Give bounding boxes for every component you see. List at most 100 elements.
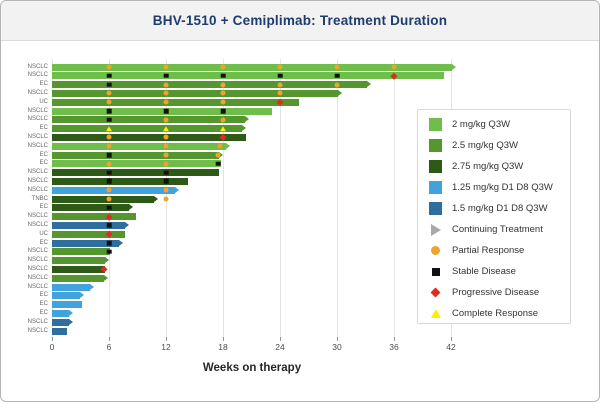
treatment-bar <box>52 283 91 291</box>
legend-dose-swatch <box>428 181 443 194</box>
treatment-bar <box>52 107 273 115</box>
treatment-bar <box>52 81 367 89</box>
partial-response-marker <box>163 161 169 167</box>
row-label: NSCLC <box>27 169 48 176</box>
treatment-bar <box>52 265 106 273</box>
partial-response-marker <box>220 64 226 70</box>
x-tick-mark <box>394 337 395 341</box>
treatment-bar <box>52 309 70 317</box>
partial-response-marker <box>106 90 112 96</box>
row-label: NSCLC <box>27 89 48 96</box>
x-tick-label: 6 <box>106 342 112 352</box>
partial-response-marker <box>106 64 112 70</box>
legend-item-dose: 1.25 mg/kg D1 D8 Q3W <box>428 177 570 198</box>
treatment-bar <box>52 204 130 212</box>
treatment-bar <box>52 195 154 203</box>
legend-item-marker: Partial Response <box>428 240 570 261</box>
stable-disease-marker <box>106 82 112 87</box>
partial-response-marker-icon <box>431 246 440 255</box>
treatment-bar <box>52 72 445 80</box>
continuing-arrow <box>174 186 179 193</box>
continuing-arrow <box>69 309 74 316</box>
x-tick-label: 24 <box>275 342 285 352</box>
stable-disease-marker <box>106 73 112 79</box>
legend-item-marker: Progressive Disease <box>428 282 570 303</box>
legend-item-dose: 2.75 mg/kg Q3W <box>428 156 570 177</box>
continuing-arrow <box>118 239 123 246</box>
partial-response-marker <box>277 82 283 88</box>
treatment-bar <box>52 292 80 300</box>
chart-header: BHV-1510 + Cemiplimab: Treatment Duratio… <box>1 1 599 41</box>
partial-response-marker <box>163 143 169 149</box>
treatment-bar <box>52 133 246 141</box>
partial-response-marker <box>163 64 169 70</box>
x-axis-title: Weeks on therapy <box>202 362 302 374</box>
row-label: EC <box>39 151 48 158</box>
stable-disease-marker <box>106 205 112 211</box>
progressive-disease-marker-icon <box>430 287 441 298</box>
stable-disease-marker-icon <box>431 267 440 276</box>
legend-item-dose: 2.5 mg/kg Q3W <box>428 135 570 156</box>
x-tick-label: 30 <box>332 342 342 352</box>
legend-marker-glyph <box>428 267 443 276</box>
dose-color-square <box>429 181 442 194</box>
legend-label: 2.75 mg/kg Q3W <box>452 161 524 172</box>
partial-response-marker <box>334 82 340 88</box>
continuing-arrow <box>104 257 109 264</box>
partial-response-marker <box>106 134 112 140</box>
complete-response-marker <box>220 125 226 131</box>
partial-response-marker <box>163 90 169 96</box>
row-label: NSCLC <box>27 116 48 123</box>
partial-response-marker <box>391 64 397 70</box>
stable-disease-marker <box>215 161 221 167</box>
legend-label: Stable Disease <box>452 266 516 277</box>
row-label: EC <box>39 301 48 308</box>
legend-dose-swatch <box>428 202 443 215</box>
treatment-bar <box>52 169 220 177</box>
legend-label: Complete Response <box>452 308 539 319</box>
legend-dose-swatch <box>428 160 443 173</box>
treatment-bar <box>52 257 105 265</box>
continuing-arrow <box>338 89 343 96</box>
stable-disease-marker <box>277 73 283 79</box>
stable-disease-marker <box>106 240 112 246</box>
complete-response-marker-icon <box>430 309 441 318</box>
partial-response-marker <box>334 64 340 70</box>
stable-disease-marker <box>106 179 112 184</box>
continuing-arrow <box>226 142 231 149</box>
treatment-bar <box>52 98 299 106</box>
row-label: NSCLC <box>27 327 48 334</box>
legend-label: Partial Response <box>452 245 525 256</box>
continuing-arrow <box>103 274 108 281</box>
row-label: NSCLC <box>27 72 48 79</box>
treatment-bar <box>52 151 219 159</box>
row-label: NSCLC <box>27 63 48 70</box>
partial-response-marker <box>277 90 283 96</box>
x-tick-mark <box>109 337 110 341</box>
continuing-arrow <box>69 318 74 325</box>
row-label: EC <box>39 81 48 88</box>
x-tick-mark <box>451 337 452 341</box>
row-label: NSCLC <box>27 274 48 281</box>
row-label: EC <box>39 309 48 316</box>
continuing-arrow <box>242 125 247 132</box>
x-tick-mark <box>166 337 167 341</box>
legend-marker-glyph <box>428 287 443 298</box>
row-label: UC <box>39 230 48 237</box>
row-label: EC <box>39 239 48 246</box>
row-label: NSCLC <box>27 177 48 184</box>
stable-disease-marker <box>220 73 226 79</box>
continuing-arrow <box>125 221 130 228</box>
stable-disease-marker <box>106 223 112 228</box>
treatment-bar <box>52 274 104 282</box>
x-tick-mark <box>337 337 338 341</box>
row-label: EC <box>39 204 48 211</box>
row-label: NSCLC <box>27 213 48 220</box>
treatment-bar <box>52 142 227 150</box>
partial-response-marker <box>163 196 169 202</box>
continuing-arrow <box>452 63 457 70</box>
legend: 2 mg/kg Q3W 2.5 mg/kg Q3W 2.75 mg/kg Q3W 1.… <box>417 109 571 324</box>
treatment-bar <box>52 160 222 168</box>
continuing-arrow <box>245 116 250 123</box>
